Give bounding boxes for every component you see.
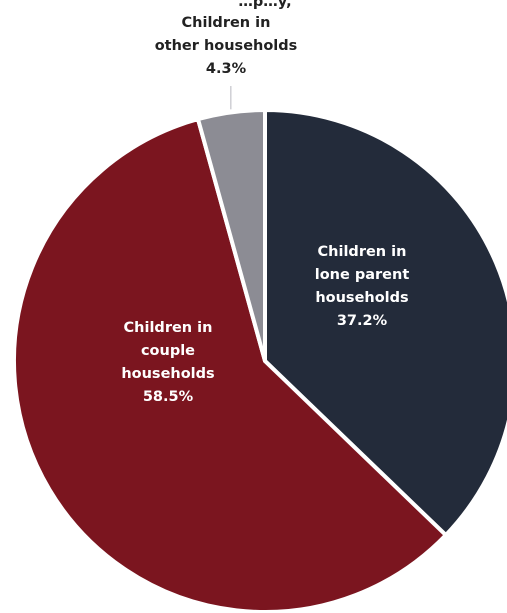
slice-label-line: Children in (182, 15, 271, 31)
slice-label-line: lone parent (315, 267, 410, 283)
slice-label-line: couple (141, 343, 195, 359)
slice-label-2: Children in couple households 58.5% (121, 320, 214, 405)
clipped-title-text: …p…y, (238, 0, 291, 10)
slice-label-3: Children in other households 4.3% (155, 15, 298, 77)
slice-labels: Children in lone parent households 37.2%Chi… (121, 15, 409, 405)
slice-label-1: Children in lone parent households 37.2% (315, 244, 410, 329)
pie-slices (12, 108, 507, 613)
slice-label-line: Children in (318, 244, 407, 260)
slice-value-label: 58.5% (143, 389, 194, 405)
pie-slice-3 (196, 108, 267, 363)
slice-value-label: 37.2% (337, 313, 388, 329)
slice-label-line: households (315, 290, 408, 306)
pie-slice-1 (263, 108, 507, 538)
slice-value-label: 4.3% (206, 61, 247, 77)
slice-label-line: other households (155, 38, 298, 54)
slice-label-line: households (121, 366, 214, 382)
slice-label-line: Children in (124, 320, 213, 336)
pie-slice-2 (12, 117, 448, 613)
